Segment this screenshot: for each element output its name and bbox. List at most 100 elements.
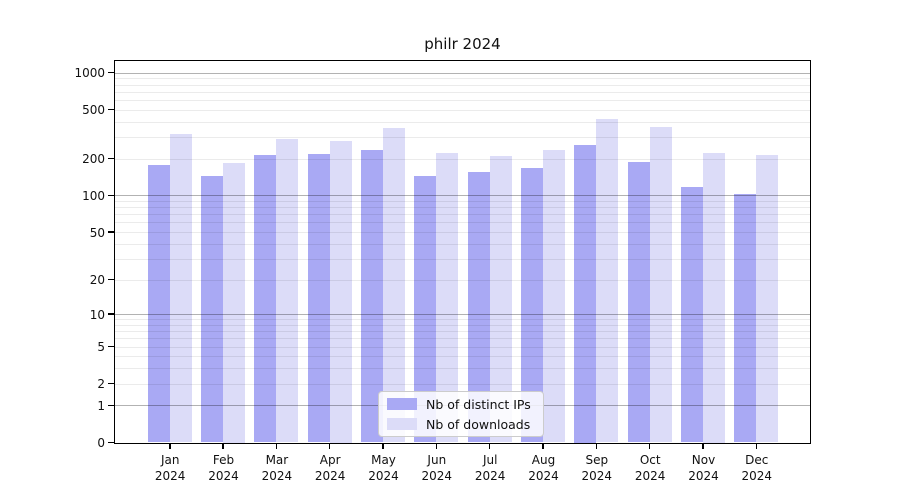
bar-downloads-oct xyxy=(649,127,672,443)
bar-distinct-ips-aug xyxy=(521,167,543,443)
y-tick-10 xyxy=(107,313,114,315)
x-tick-feb xyxy=(222,443,224,449)
x-tick-label-jan: Jan 2024 xyxy=(154,453,186,483)
x-tick-aug xyxy=(542,443,544,449)
gridline-100 xyxy=(114,195,810,197)
x-tick-label-jun: Jun 2024 xyxy=(421,453,453,483)
x-tick-label-apr: Apr 2024 xyxy=(314,453,346,483)
gridline-800 xyxy=(114,84,810,86)
bar-downloads-aug xyxy=(543,150,565,443)
x-tick-may xyxy=(382,443,384,449)
x-tick-label-aug: Aug 2024 xyxy=(528,453,559,483)
gridline-9 xyxy=(114,319,810,321)
y-tick-label-200: 200 xyxy=(82,152,105,166)
legend-label-distinct-ips: Nb of distinct IPs xyxy=(426,396,531,412)
gridline-4 xyxy=(114,356,810,358)
bar-downloads-jul xyxy=(489,156,512,443)
y-tick-label-20: 20 xyxy=(89,273,105,287)
y-tick-label-10: 10 xyxy=(89,307,105,322)
y-tick-200 xyxy=(107,157,114,160)
legend-swatch-downloads xyxy=(387,418,417,430)
gridline-2 xyxy=(114,383,810,385)
x-tick-label-sep: Sep 2024 xyxy=(581,453,613,483)
bar-distinct-ips-jun xyxy=(414,176,437,443)
y-tick-label-1: 1 xyxy=(97,398,105,413)
gridline-60 xyxy=(114,222,810,224)
y-tick-500 xyxy=(107,108,114,111)
gridline-1000 xyxy=(114,72,810,74)
bar-distinct-ips-may xyxy=(361,150,383,443)
y-tick-100 xyxy=(107,194,114,197)
x-tick-label-jul: Jul 2024 xyxy=(474,453,506,483)
gridline-5 xyxy=(114,346,810,348)
x-tick-apr xyxy=(328,443,331,449)
gridline-400 xyxy=(114,121,810,123)
gridline-70 xyxy=(114,214,810,216)
y-tick-label-500: 500 xyxy=(82,103,105,118)
y-tick-5 xyxy=(107,345,114,348)
x-tick-label-mar: Mar 2024 xyxy=(261,453,293,483)
x-tick-label-nov: Nov 2024 xyxy=(688,453,719,483)
gridline-3 xyxy=(114,368,810,370)
x-tick-nov xyxy=(702,443,704,449)
gridline-8 xyxy=(114,324,810,326)
x-tick-sep xyxy=(595,443,598,449)
y-tick-label-100: 100 xyxy=(82,188,105,203)
x-tick-dec xyxy=(755,443,758,449)
legend: Nb of distinct IPs Nb of downloads xyxy=(378,391,544,437)
legend-swatch-distinct-ips xyxy=(387,398,417,410)
bar-downloads-jun xyxy=(436,153,459,443)
chart-title: philr 2024 xyxy=(424,35,501,53)
y-tick-1 xyxy=(107,404,114,407)
y-tick-label-0: 0 xyxy=(97,436,105,450)
y-tick-1000 xyxy=(107,71,114,74)
bar-distinct-ips-mar xyxy=(254,154,277,443)
bar-downloads-may xyxy=(383,127,405,443)
legend-label-downloads: Nb of downloads xyxy=(426,416,531,432)
x-tick-jun xyxy=(435,443,438,449)
gridline-90 xyxy=(114,201,810,202)
legend-item-downloads: Nb of downloads xyxy=(387,414,535,434)
bar-distinct-ips-dec xyxy=(734,193,757,443)
gridline-300 xyxy=(114,136,810,138)
gridline-40 xyxy=(114,243,810,245)
plot-area xyxy=(107,59,811,449)
bar-downloads-dec xyxy=(756,154,779,443)
bar-distinct-ips-sep xyxy=(574,144,597,443)
y-tick-label-2: 2 xyxy=(97,377,105,392)
bar-distinct-ips-apr xyxy=(307,153,330,443)
gridline-6 xyxy=(114,338,810,340)
x-tick-label-dec: Dec 2024 xyxy=(741,453,773,483)
x-tick-oct xyxy=(648,443,651,449)
bar-downloads-apr xyxy=(329,141,352,443)
gridline-30 xyxy=(114,258,810,260)
x-tick-jan xyxy=(169,443,171,449)
y-tick-0 xyxy=(107,441,114,444)
y-tick-50 xyxy=(107,231,114,233)
x-tick-jul xyxy=(488,443,491,449)
bar-distinct-ips-jul xyxy=(467,172,490,443)
y-tick-label-50: 50 xyxy=(89,225,105,240)
y-tick-label-1000: 1000 xyxy=(74,66,105,80)
x-tick-mar xyxy=(275,443,278,449)
x-tick-label-oct: Oct 2024 xyxy=(634,453,666,483)
bar-downloads-nov xyxy=(703,153,725,443)
x-tick-label-feb: Feb 2024 xyxy=(208,453,239,483)
gridline-700 xyxy=(114,91,810,93)
gridline-600 xyxy=(114,99,810,101)
gridline-10 xyxy=(114,314,810,316)
gridline-50 xyxy=(114,232,810,233)
bar-distinct-ips-nov xyxy=(681,186,703,443)
bar-downloads-mar xyxy=(276,138,299,443)
gridline-900 xyxy=(114,78,810,80)
x-tick-label-may: May 2024 xyxy=(368,453,399,483)
legend-item-distinct-ips: Nb of distinct IPs xyxy=(387,394,535,414)
bar-distinct-ips-feb xyxy=(201,176,223,443)
gridline-200 xyxy=(114,158,810,160)
y-tick-label-5: 5 xyxy=(97,340,105,355)
gridline-20 xyxy=(114,279,810,281)
bar-distinct-ips-oct xyxy=(627,161,650,443)
bar-downloads-feb xyxy=(223,163,245,443)
gridline-500 xyxy=(114,109,810,111)
